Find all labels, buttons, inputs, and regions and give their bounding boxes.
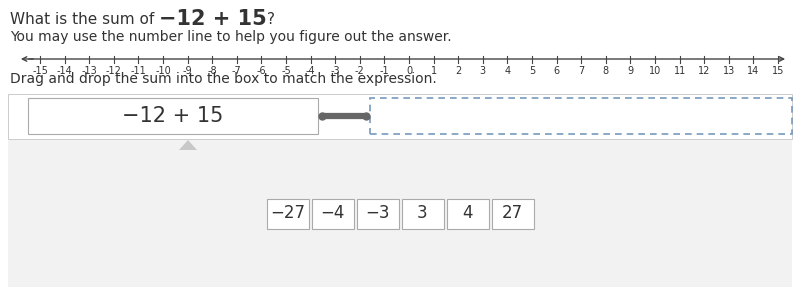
Text: -1: -1 <box>379 65 390 75</box>
Text: 10: 10 <box>649 65 661 75</box>
Text: 2: 2 <box>455 65 462 75</box>
Text: -3: -3 <box>330 65 340 75</box>
Text: -7: -7 <box>232 65 242 75</box>
Text: You may use the number line to help you figure out the answer.: You may use the number line to help you … <box>10 30 452 44</box>
Text: 3: 3 <box>417 205 428 223</box>
Text: 4: 4 <box>462 205 473 223</box>
Bar <box>266 198 309 228</box>
Text: 11: 11 <box>674 65 686 75</box>
Bar <box>402 198 443 228</box>
Text: 7: 7 <box>578 65 584 75</box>
Text: 6: 6 <box>554 65 560 75</box>
Text: -2: -2 <box>355 65 365 75</box>
Bar <box>8 140 792 287</box>
Text: −3: −3 <box>366 205 390 223</box>
Text: 5: 5 <box>529 65 535 75</box>
Text: 12: 12 <box>698 65 710 75</box>
Text: 1: 1 <box>430 65 437 75</box>
Text: 27: 27 <box>502 205 523 223</box>
Text: What is the sum of: What is the sum of <box>10 12 159 26</box>
Text: −12 + 15: −12 + 15 <box>122 106 224 126</box>
Text: -8: -8 <box>207 65 217 75</box>
Bar <box>491 198 534 228</box>
Text: 3: 3 <box>480 65 486 75</box>
Text: -15: -15 <box>32 65 48 75</box>
Text: 8: 8 <box>602 65 609 75</box>
Bar <box>8 94 792 139</box>
Bar <box>370 98 792 134</box>
Bar <box>357 198 398 228</box>
Text: 9: 9 <box>627 65 634 75</box>
Text: 14: 14 <box>747 65 759 75</box>
Text: 15: 15 <box>772 65 784 75</box>
Text: -10: -10 <box>155 65 171 75</box>
Text: 4: 4 <box>504 65 510 75</box>
Text: -13: -13 <box>82 65 97 75</box>
Text: -14: -14 <box>57 65 73 75</box>
Text: 13: 13 <box>722 65 735 75</box>
Text: -5: -5 <box>281 65 291 75</box>
Text: -12: -12 <box>106 65 122 75</box>
Polygon shape <box>179 140 197 150</box>
Bar <box>446 198 489 228</box>
Text: ?: ? <box>267 12 275 26</box>
Text: -6: -6 <box>257 65 266 75</box>
Text: 0: 0 <box>406 65 412 75</box>
Bar <box>311 198 354 228</box>
Text: -11: -11 <box>130 65 146 75</box>
Text: −4: −4 <box>320 205 345 223</box>
Text: -4: -4 <box>306 65 315 75</box>
Text: Drag and drop the sum into the box to match the expression.: Drag and drop the sum into the box to ma… <box>10 72 437 86</box>
Text: −27: −27 <box>270 205 305 223</box>
Text: -9: -9 <box>182 65 193 75</box>
Text: −12 + 15: −12 + 15 <box>159 9 267 29</box>
Bar <box>28 98 318 134</box>
